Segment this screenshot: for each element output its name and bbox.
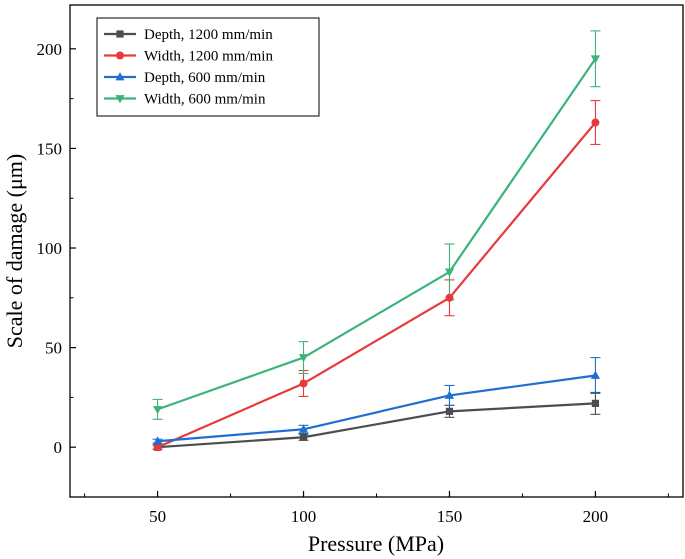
legend-label: Width, 1200 mm/min [144, 49, 273, 65]
y-tick-label: 200 [37, 40, 63, 59]
data-point [444, 390, 455, 399]
x-tick-label: 50 [149, 507, 166, 526]
data-point [591, 399, 600, 407]
series-line [157, 374, 596, 443]
data-point [445, 407, 454, 415]
legend-label: Width, 600 mm/min [144, 92, 266, 108]
y-axis-title: Scale of damage (μm) [2, 154, 27, 348]
data-point [298, 354, 309, 363]
legend-marker [115, 95, 125, 104]
data-point [444, 268, 455, 277]
data-point [153, 443, 162, 452]
data-point [152, 405, 163, 415]
legend-label: Depth, 600 mm/min [144, 70, 266, 86]
series-markers [152, 55, 601, 452]
legend-marker [115, 72, 125, 81]
y-tick-label: 0 [54, 438, 63, 457]
series-lines [157, 58, 597, 449]
y-tick-label: 50 [45, 339, 62, 358]
data-point [590, 55, 601, 64]
legend-marker [116, 30, 124, 38]
data-point [591, 118, 600, 127]
legend: Depth, 1200 mm/min Width, 1200 mm/min Dept… [96, 17, 320, 117]
y-tick-label: 150 [37, 139, 63, 158]
data-point [445, 293, 454, 302]
x-tick-label: 150 [437, 507, 463, 526]
data-point [590, 370, 601, 379]
data-point [152, 436, 163, 445]
legend-marker [116, 51, 124, 60]
series-line [157, 121, 597, 449]
legend-label: Depth, 1200 mm/min [144, 27, 273, 43]
x-axis-title: Pressure (MPa) [308, 531, 444, 556]
y-tick-label: 100 [37, 239, 63, 258]
data-point [299, 433, 308, 441]
axes: 0 50 100 150 200 50 100 150 200 [37, 40, 669, 526]
series-line [157, 58, 597, 411]
x-tick-label: 100 [291, 507, 317, 526]
series-line [157, 402, 596, 449]
data-point [298, 424, 309, 433]
data-point [299, 379, 308, 388]
x-tick-label: 200 [583, 507, 609, 526]
